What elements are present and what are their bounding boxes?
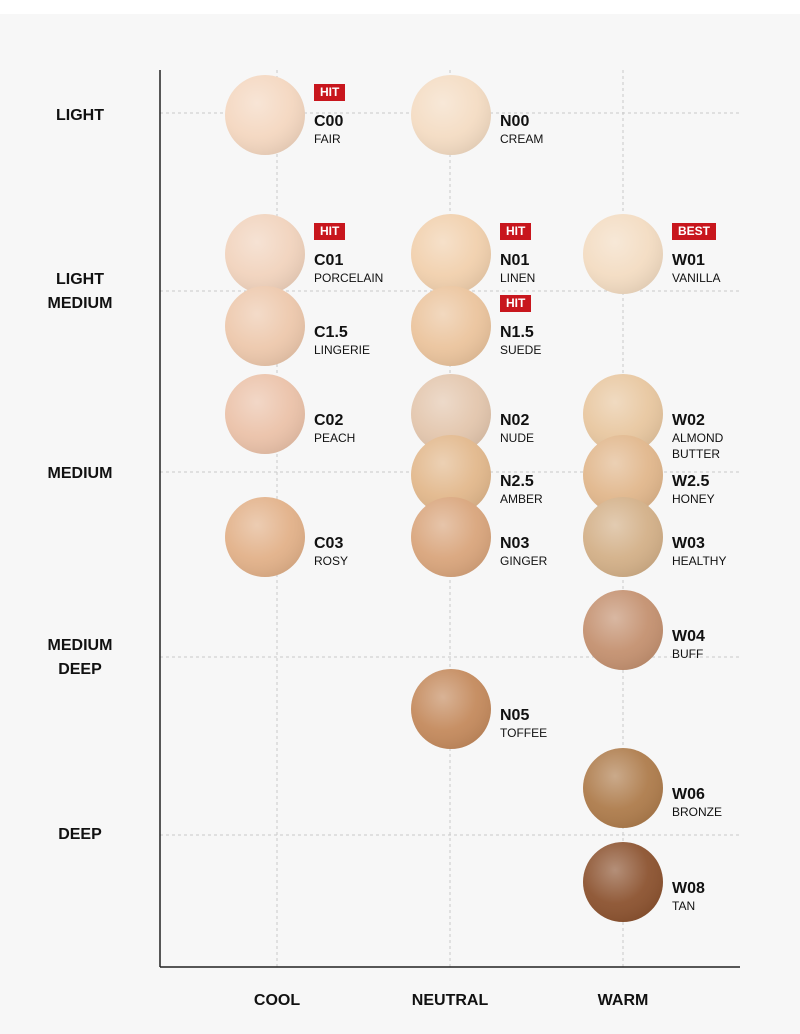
shade-code: W06 — [672, 786, 705, 803]
depth-label: MEDIUM — [47, 465, 113, 482]
swatch-gloss — [583, 214, 663, 294]
shade-code: N01 — [500, 252, 530, 269]
shade-name: TAN — [672, 899, 696, 913]
badge: BEST — [672, 223, 717, 240]
shade-name: CREAM — [500, 132, 544, 146]
shade-code: N03 — [500, 535, 530, 552]
shade-name: ROSY — [314, 554, 349, 568]
swatch-gloss — [225, 75, 305, 155]
shade-code: C02 — [314, 412, 344, 429]
swatch-gloss — [225, 214, 305, 294]
shade-code: W04 — [672, 628, 705, 645]
shade-code: N02 — [500, 412, 530, 429]
shade-code: C00 — [314, 113, 344, 130]
badge: HIT — [314, 223, 346, 240]
shade-name: HONEY — [672, 492, 715, 506]
shade-name: PORCELAIN — [314, 271, 384, 285]
shade-name: VANILLA — [672, 271, 721, 285]
swatch-gloss — [411, 286, 491, 366]
shade-name: AMBER — [500, 492, 543, 506]
shade-code: N05 — [500, 707, 530, 724]
badge: HIT — [500, 223, 532, 240]
shade-name: TOFFEE — [500, 726, 548, 740]
shade-name: LINEN — [500, 271, 536, 285]
shade-code: N2.5 — [500, 473, 534, 490]
shade-code: W2.5 — [672, 473, 710, 490]
shade-name: HEALTHY — [672, 554, 727, 568]
swatch-gloss — [583, 435, 663, 515]
swatch-gloss — [411, 435, 491, 515]
depth-label: DEEP — [58, 826, 102, 843]
undertone-label: WARM — [597, 992, 649, 1009]
depth-label: LIGHT — [56, 107, 104, 124]
swatch-gloss — [225, 286, 305, 366]
badge: HIT — [500, 295, 532, 312]
swatch-gloss — [583, 497, 663, 577]
shade-code: C01 — [314, 252, 344, 269]
swatch-gloss — [583, 374, 663, 454]
shade-code: W02 — [672, 412, 705, 429]
swatch-gloss — [583, 590, 663, 670]
shade-name: LINGERIE — [314, 343, 371, 357]
shade-code: W01 — [672, 252, 705, 269]
swatch-gloss — [411, 669, 491, 749]
shade-name: SUEDE — [500, 343, 542, 357]
shade-name: NUDE — [500, 431, 535, 445]
swatch-gloss — [583, 748, 663, 828]
shade-name: BRONZE — [672, 805, 723, 819]
shade-code: W03 — [672, 535, 705, 552]
shade-code: W08 — [672, 880, 705, 897]
undertone-label: COOL — [253, 992, 301, 1009]
shade-code: C03 — [314, 535, 344, 552]
shade-code: N00 — [500, 113, 530, 130]
depth-label: LIGHT MEDIUM — [47, 271, 113, 312]
swatch-gloss — [411, 214, 491, 294]
shade-name: PEACH — [314, 431, 356, 445]
shade-code: N1.5 — [500, 324, 534, 341]
shade-name: GINGER — [500, 554, 548, 568]
swatch-gloss — [583, 842, 663, 922]
swatch-gloss — [411, 374, 491, 454]
badge: HIT — [314, 84, 346, 101]
swatch-gloss — [225, 374, 305, 454]
shade-name: FAIR — [314, 132, 341, 146]
shade-code: C1.5 — [314, 324, 348, 341]
shade-name: ALMOND BUTTER — [672, 431, 724, 461]
undertone-label: NEUTRAL — [411, 992, 489, 1009]
depth-label: MEDIUM DEEP — [47, 637, 113, 678]
swatch-gloss — [225, 497, 305, 577]
swatch-gloss — [411, 75, 491, 155]
swatch-gloss — [411, 497, 491, 577]
shade-name: BUFF — [672, 647, 704, 661]
